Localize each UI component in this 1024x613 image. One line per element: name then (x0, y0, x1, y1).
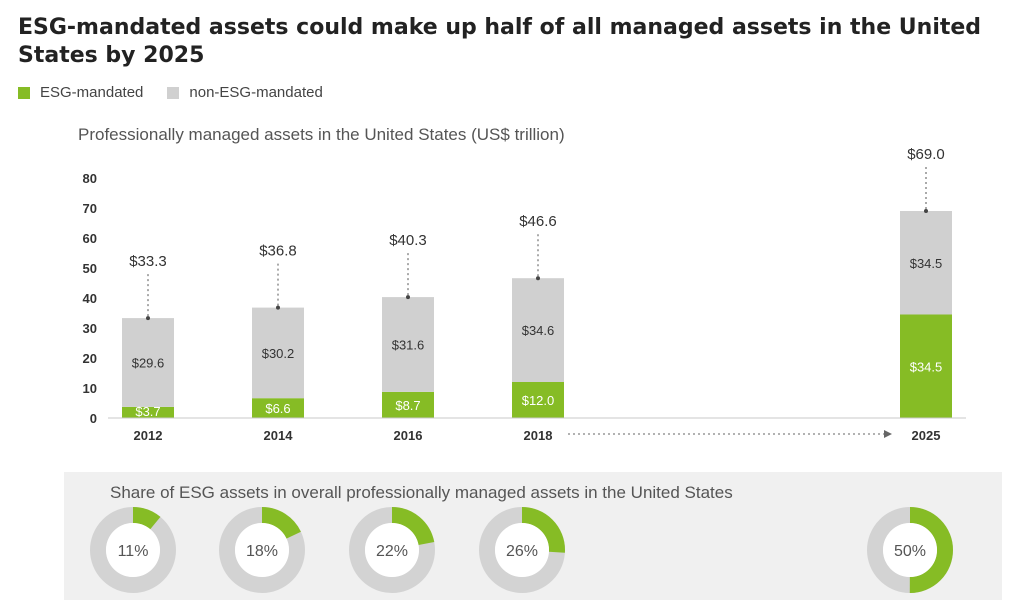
label-esg-2025: $34.5 (910, 359, 943, 374)
bar-non-esg-2025 (900, 211, 952, 315)
bar-non-esg-2018 (512, 278, 564, 382)
total-dot-2014 (276, 305, 280, 310)
label-non-esg-2025: $34.5 (910, 256, 943, 271)
bars: $3.7 $29.6 $33.3 $6.6 $30.2 $36.8 $8.7 $31.6 $40… (122, 146, 952, 419)
x-tick-label-2025: 2025 (912, 428, 941, 443)
timeline-arrow-head (884, 430, 892, 438)
total-dot-2016 (406, 295, 410, 300)
legend: ESG-mandated non-ESG-mandated (18, 84, 347, 101)
label-non-esg-2016: $31.6 (392, 338, 425, 353)
total-dot-2025 (924, 209, 928, 213)
legend-swatch-non-esg (167, 86, 180, 99)
label-non-esg-2014: $30.2 (262, 346, 295, 361)
total-label-2016: $40.3 (389, 232, 427, 249)
x-tick-label-2016: 2016 (394, 428, 423, 443)
total-label-2018: $46.6 (519, 213, 557, 230)
total-label-2025: $69.0 (907, 146, 945, 163)
label-non-esg-2012: $29.6 (132, 356, 165, 371)
x-tick-label-2014: 2014 (264, 428, 294, 443)
x-tick-label-2012: 2012 (134, 428, 163, 443)
legend-item-non-esg: non-ESG-mandated (167, 84, 323, 101)
label-esg-2016: $8.7 (395, 398, 420, 413)
bar-esg-2016 (382, 391, 434, 418)
bar-non-esg-2016 (382, 297, 434, 392)
legend-swatch-esg (18, 86, 30, 99)
bar-esg-2018 (512, 382, 564, 418)
total-label-2012: $33.3 (129, 253, 167, 270)
label-esg-2014: $6.6 (265, 401, 290, 416)
bar-esg-2012 (122, 406, 174, 418)
chart-subtitle: Professionally managed assets in the Uni… (78, 125, 565, 144)
label-esg-2012: $3.7 (135, 404, 160, 419)
total-dot-2012 (146, 316, 150, 321)
x-tick-label-2018: 2018 (524, 428, 553, 443)
y-tick-label-30: 30 (83, 321, 97, 336)
legend-label-esg: ESG-mandated (40, 84, 144, 101)
share-panel (64, 472, 1002, 600)
label-non-esg-2018: $34.6 (522, 323, 555, 338)
y-tick-label-0: 0 (90, 411, 97, 426)
bar-esg-2014 (252, 398, 304, 418)
y-tick-label-50: 50 (83, 261, 97, 276)
x-axis: 2012 2014 2016 2018 2025 (108, 417, 966, 443)
y-tick-label-70: 70 (83, 201, 97, 216)
bar-esg-2025 (900, 314, 952, 418)
label-esg-2018: $12.0 (522, 393, 555, 408)
chart-title: ESG-mandated assets could make up half o… (18, 15, 982, 68)
y-tick-label-60: 60 (83, 231, 97, 246)
total-label-2014: $36.8 (259, 243, 297, 260)
y-tick-label-80: 80 (83, 171, 97, 186)
y-tick-label-20: 20 (83, 351, 97, 366)
legend-label-non-esg: non-ESG-mandated (189, 84, 323, 101)
bar-non-esg-2014 (252, 307, 304, 399)
legend-item-esg: ESG-mandated (18, 84, 143, 101)
y-tick-label-10: 10 (83, 381, 97, 396)
y-axis: 0 10 20 30 40 50 60 70 80 (83, 171, 97, 426)
bar-non-esg-2012 (122, 318, 174, 407)
total-dot-2018 (536, 276, 540, 281)
stacked-bar-chart: Professionally managed assets in the Uni… (78, 125, 966, 443)
y-tick-label-40: 40 (83, 291, 97, 306)
